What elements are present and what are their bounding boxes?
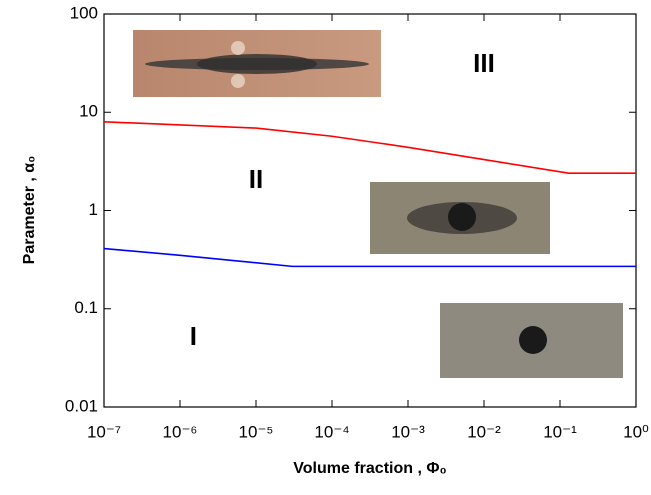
inset-image — [440, 303, 623, 378]
x-axis-title: Volume fraction , Φ₀ — [293, 460, 446, 477]
x-tick-label: 10⁻⁶ — [163, 422, 198, 441]
y-tick-label: 100 — [70, 3, 98, 22]
series-line — [103, 247, 636, 268]
y-tick-label: 0.01 — [65, 396, 98, 415]
x-tick-label: 10⁻⁴ — [314, 422, 349, 441]
x-tick-label: 10⁰ — [623, 422, 649, 441]
y-tick-label: 10 — [79, 102, 98, 121]
region-label: II — [249, 164, 263, 194]
region-label: III — [473, 48, 495, 78]
region-label: I — [190, 321, 197, 351]
x-tick-label: 10⁻⁵ — [239, 422, 274, 441]
inset-image — [133, 30, 381, 97]
y-tick-label: 1 — [89, 200, 98, 219]
series-line — [103, 120, 636, 174]
inset-image — [370, 182, 550, 254]
x-tick-label: 10⁻² — [467, 422, 501, 441]
y-axis-title: Parameter , α₀ — [21, 156, 38, 265]
x-tick-label: 10⁻³ — [391, 422, 425, 441]
y-tick-label: 0.1 — [74, 298, 98, 317]
x-tick-label: 10⁻⁷ — [87, 422, 121, 441]
x-tick-label: 10⁻¹ — [543, 422, 577, 441]
